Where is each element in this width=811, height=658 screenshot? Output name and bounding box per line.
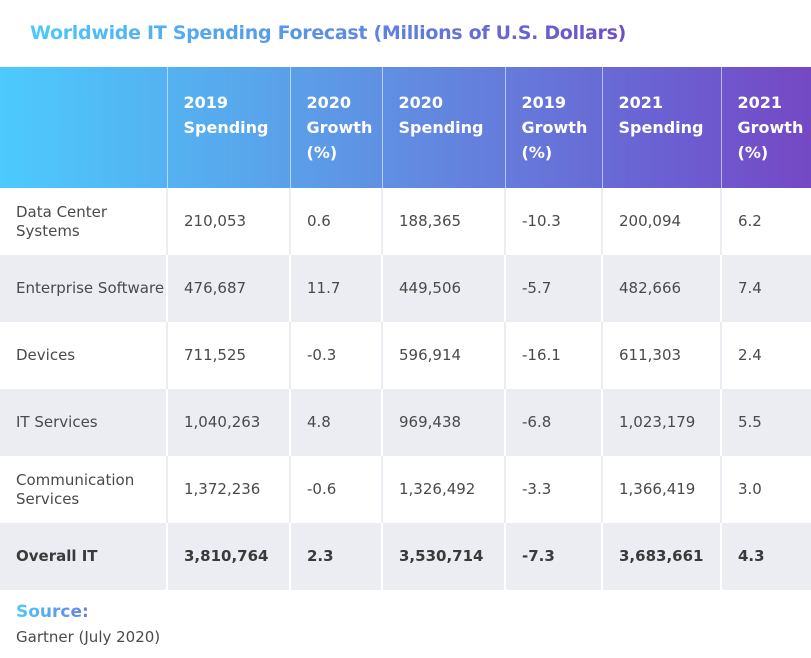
cell-2020-growth: 11.7 xyxy=(289,255,382,322)
cell-2019-spending: 711,525 xyxy=(166,322,290,389)
cell-2019-growth: -6.8 xyxy=(504,389,602,456)
table-row-total: Overall IT 3,810,764 2.3 3,530,714 -7.3 … xyxy=(0,523,811,590)
row-label: Enterprise Software xyxy=(0,255,167,322)
header-cell-2019-spending: 2019 Spending xyxy=(166,67,290,188)
cell-2021-growth: 3.0 xyxy=(720,456,811,523)
cell-2021-spending: 1,366,419 xyxy=(601,456,721,523)
cell-2019-spending: 476,687 xyxy=(166,255,290,322)
cell-2019-spending: 1,372,236 xyxy=(166,456,290,523)
cell-2019-growth: -7.3 xyxy=(504,523,602,590)
cell-2019-spending: 1,040,263 xyxy=(166,389,290,456)
cell-2020-spending: 1,326,492 xyxy=(381,456,505,523)
cell-2020-spending: 188,365 xyxy=(381,188,505,255)
table-row: Data Center Systems 210,053 0.6 188,365 … xyxy=(0,188,811,255)
cell-2021-growth: 5.5 xyxy=(720,389,811,456)
header-cell-2020-growth: 2020 Growth (%) xyxy=(289,67,382,188)
row-label: Devices xyxy=(0,322,167,389)
header-cell-category xyxy=(0,67,167,188)
table-header-row: 2019 Spending 2020 Growth (%) 2020 Spend… xyxy=(0,67,811,188)
source-label: Source: xyxy=(16,602,89,622)
cell-2020-growth: 4.8 xyxy=(289,389,382,456)
source-text: Gartner (July 2020) xyxy=(16,628,161,646)
page-title: Worldwide IT Spending Forecast (Millions… xyxy=(30,22,626,44)
header-cell-2021-spending: 2021 Spending xyxy=(601,67,721,188)
cell-2019-growth: -5.7 xyxy=(504,255,602,322)
cell-2021-growth: 6.2 xyxy=(720,188,811,255)
cell-2021-spending: 1,023,179 xyxy=(601,389,721,456)
cell-2020-spending: 969,438 xyxy=(381,389,505,456)
cell-2021-spending: 3,683,661 xyxy=(601,523,721,590)
it-spending-table: 2019 Spending 2020 Growth (%) 2020 Spend… xyxy=(0,67,811,590)
row-label: Data Center Systems xyxy=(0,188,167,255)
table-row: Devices 711,525 -0.3 596,914 -16.1 611,3… xyxy=(0,322,811,389)
cell-2021-growth: 2.4 xyxy=(720,322,811,389)
cell-2021-spending: 611,303 xyxy=(601,322,721,389)
row-label: Overall IT xyxy=(0,523,167,590)
cell-2021-growth: 4.3 xyxy=(720,523,811,590)
header-cell-2020-spending: 2020 Spending xyxy=(381,67,505,188)
cell-2019-growth: -3.3 xyxy=(504,456,602,523)
row-label: Communication Services xyxy=(0,456,167,523)
cell-2021-spending: 200,094 xyxy=(601,188,721,255)
cell-2019-spending: 210,053 xyxy=(166,188,290,255)
cell-2020-growth: 2.3 xyxy=(289,523,382,590)
cell-2020-spending: 3,530,714 xyxy=(381,523,505,590)
cell-2020-growth: -0.3 xyxy=(289,322,382,389)
table-row: Communication Services 1,372,236 -0.6 1,… xyxy=(0,456,811,523)
cell-2020-growth: -0.6 xyxy=(289,456,382,523)
cell-2020-growth: 0.6 xyxy=(289,188,382,255)
cell-2020-spending: 596,914 xyxy=(381,322,505,389)
cell-2019-growth: -16.1 xyxy=(504,322,602,389)
cell-2021-spending: 482,666 xyxy=(601,255,721,322)
header-cell-2019-growth: 2019 Growth (%) xyxy=(504,67,602,188)
header-cell-2021-growth: 2021 Growth (%) xyxy=(720,67,811,188)
row-label: IT Services xyxy=(0,389,167,456)
cell-2021-growth: 7.4 xyxy=(720,255,811,322)
table-row: Enterprise Software 476,687 11.7 449,506… xyxy=(0,255,811,322)
cell-2019-spending: 3,810,764 xyxy=(166,523,290,590)
cell-2019-growth: -10.3 xyxy=(504,188,602,255)
table-row: IT Services 1,040,263 4.8 969,438 -6.8 1… xyxy=(0,389,811,456)
cell-2020-spending: 449,506 xyxy=(381,255,505,322)
